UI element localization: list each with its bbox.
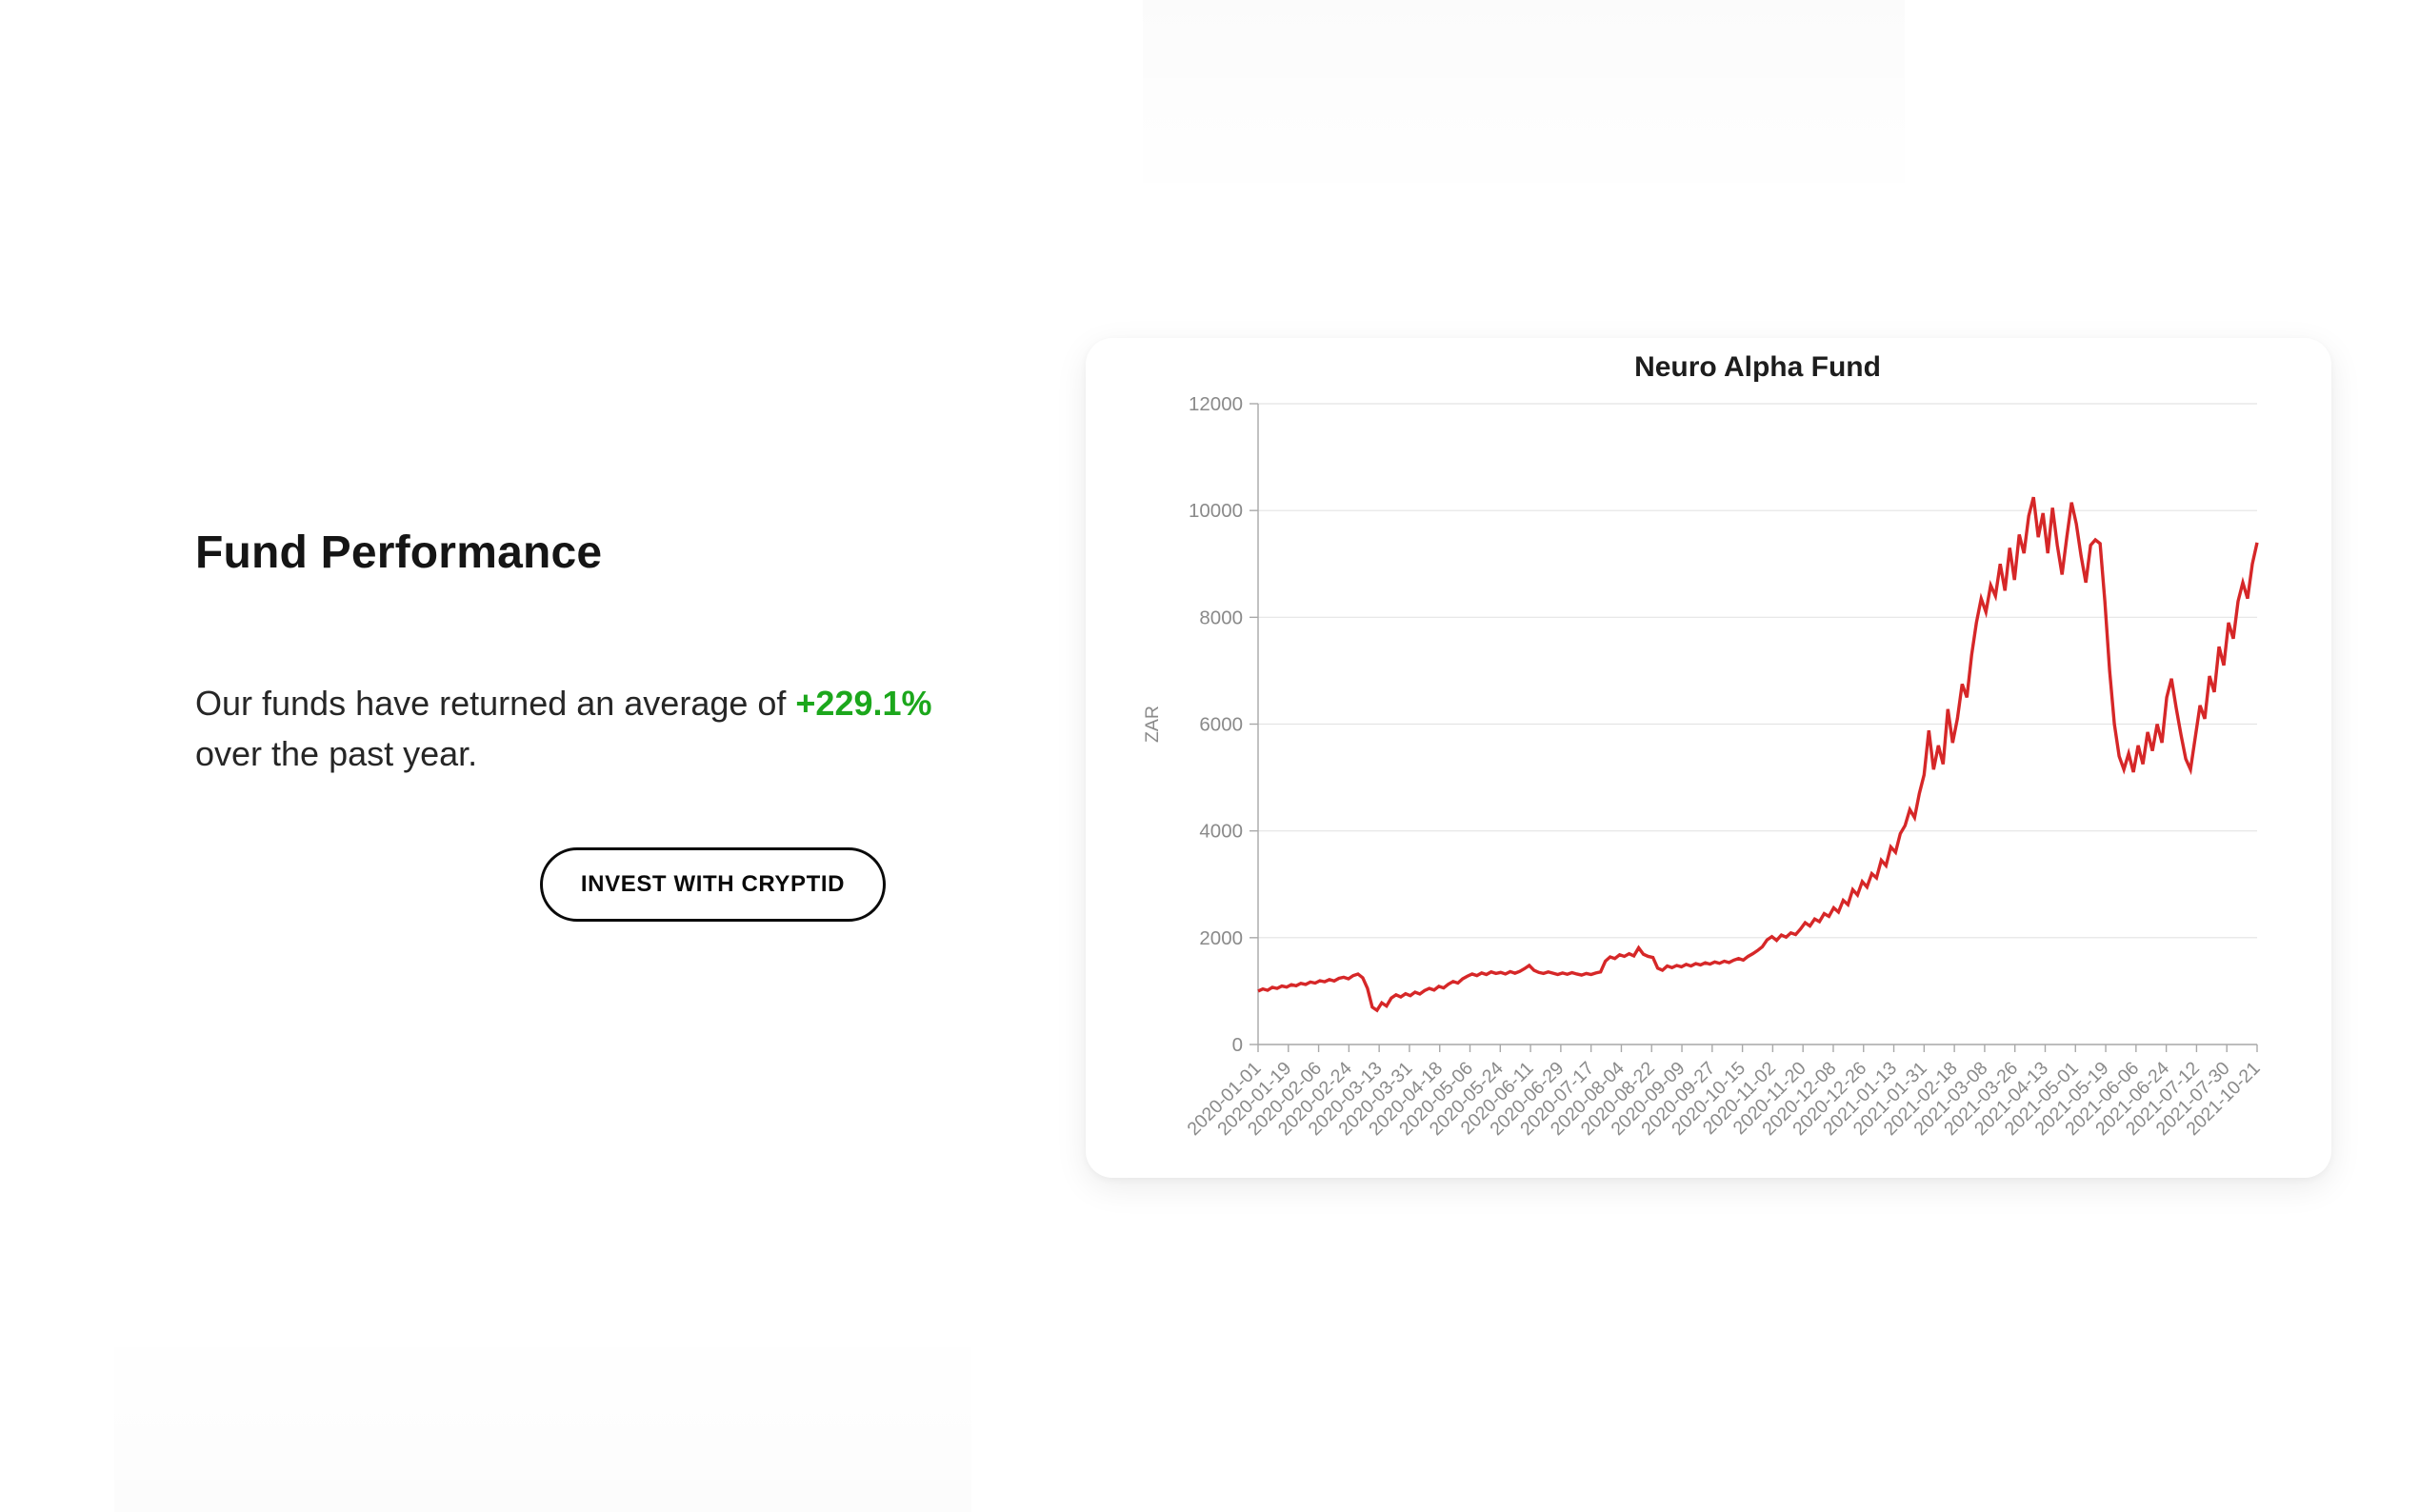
fund-series-line bbox=[1257, 496, 2259, 1013]
y-tick-label: 2000 bbox=[1199, 927, 1243, 949]
y-tick-label: 8000 bbox=[1199, 607, 1243, 628]
returns-paragraph: Our funds have returned an average of +2… bbox=[195, 678, 1005, 779]
fund-line-chart: 0200040006000800010000120002020-01-01202… bbox=[1142, 351, 2265, 1140]
fund-chart-card: 0 2000 4000 6000 8000 10000 12000 2020-01-01 202… bbox=[1086, 338, 2331, 1178]
returns-text-before: Our funds have returned an average of bbox=[195, 684, 796, 723]
y-tick-label: 12000 bbox=[1189, 393, 1243, 415]
section-heading: Fund Performance bbox=[195, 527, 603, 578]
y-axis-title: ZAR bbox=[1142, 706, 1163, 743]
chart-title: Neuro Alpha Fund bbox=[1634, 351, 1881, 383]
y-tick-label: 6000 bbox=[1199, 714, 1243, 736]
y-tick-label: 4000 bbox=[1199, 821, 1243, 843]
y-tick-label: 10000 bbox=[1189, 500, 1243, 522]
returns-text-after: over the past year. bbox=[195, 734, 478, 773]
returns-percentage: +229.1% bbox=[795, 684, 932, 723]
y-tick-label: 0 bbox=[1232, 1034, 1243, 1056]
invest-cta-button[interactable]: INVEST WITH CRYPTID bbox=[540, 847, 886, 922]
